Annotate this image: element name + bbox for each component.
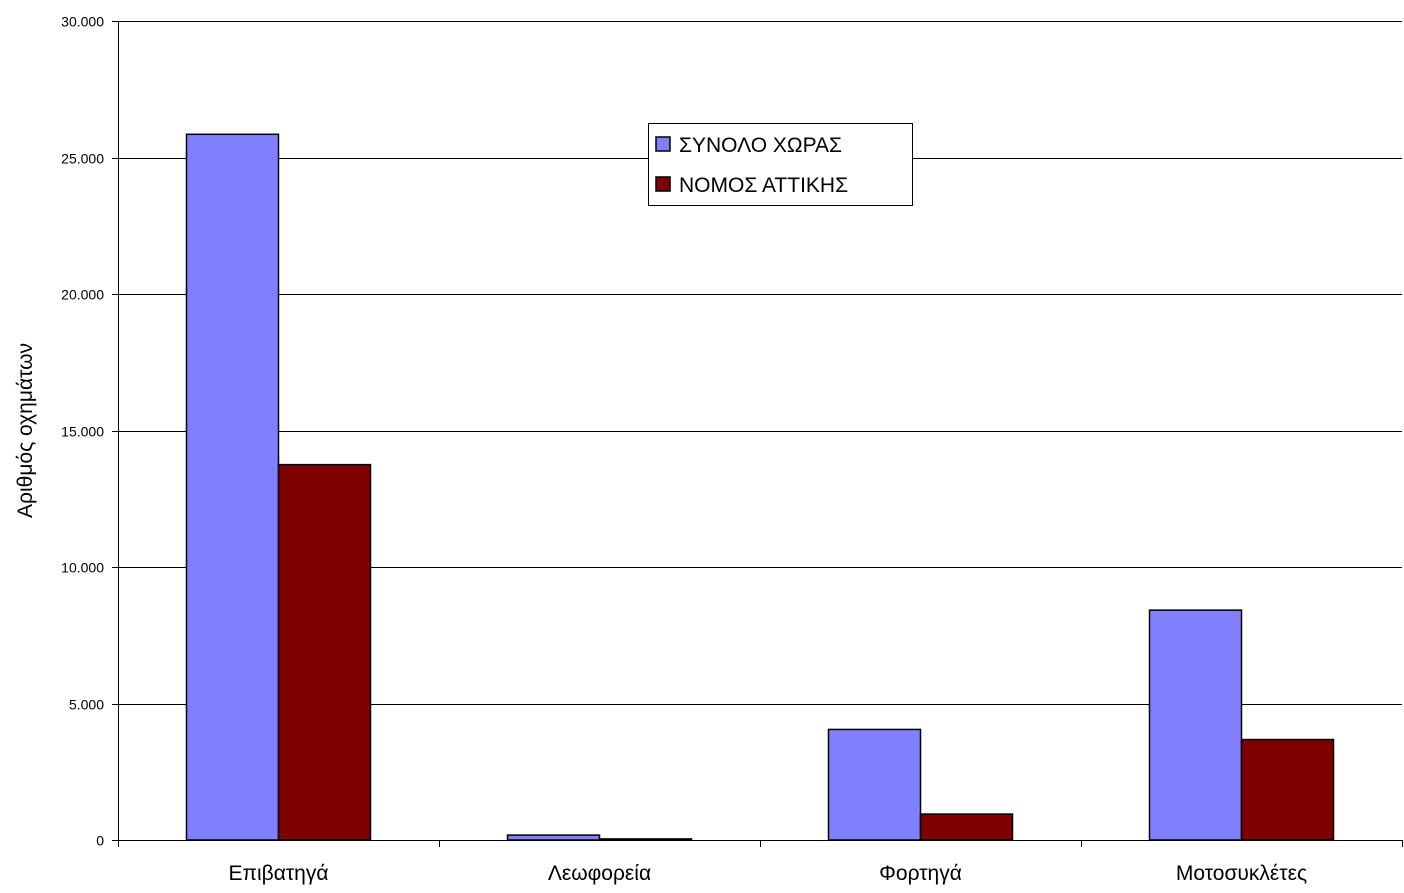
legend-label-nomos-attikis: ΝΟΜΟΣ ΑΤΤΙΚΗΣ: [679, 174, 848, 197]
x-category-label: Επιβατηγά: [229, 862, 329, 885]
legend-label-synolo-xoras: ΣΥΝΟΛΟ ΧΩΡΑΣ: [679, 134, 842, 157]
bar-synolo-xoras: [506, 834, 601, 841]
legend-swatch-nomos-attikis: [655, 176, 671, 192]
y-tick-label: 30.000: [61, 14, 104, 30]
bar-nomos-attikis: [919, 813, 1014, 841]
bar-nomos-attikis: [277, 463, 372, 841]
x-category-label: Φορτηγά: [879, 862, 962, 885]
bar-synolo-xoras: [827, 728, 922, 841]
y-tick-label: 5.000: [69, 697, 104, 713]
axes: 0 5.000 10.000 15.000 20.000 25.000 30.000 Επιβ…: [61, 14, 1403, 885]
y-tick-label: 10.000: [61, 560, 104, 576]
bar-synolo-xoras: [185, 133, 280, 841]
y-tick-label: 20.000: [61, 287, 104, 303]
x-category-label: Μοτοσυκλέτες: [1176, 862, 1307, 885]
y-axis-title: Αριθμός οχημάτων: [14, 343, 37, 518]
y-tick-label: 15.000: [61, 424, 104, 440]
bar-nomos-attikis: [598, 838, 693, 841]
bars: [185, 133, 1335, 841]
y-tick-label: 0: [96, 833, 104, 849]
legend: ΣΥΝΟΛΟ ΧΩΡΑΣ ΝΟΜΟΣ ΑΤΤΙΚΗΣ: [648, 123, 913, 206]
bar-synolo-xoras: [1148, 609, 1243, 841]
x-category-label: Λεωφορεία: [548, 862, 651, 885]
y-tick-label: 25.000: [61, 151, 104, 167]
legend-box: [648, 123, 913, 206]
bar-nomos-attikis: [1240, 738, 1335, 841]
legend-swatch-synolo-xoras: [655, 136, 671, 152]
